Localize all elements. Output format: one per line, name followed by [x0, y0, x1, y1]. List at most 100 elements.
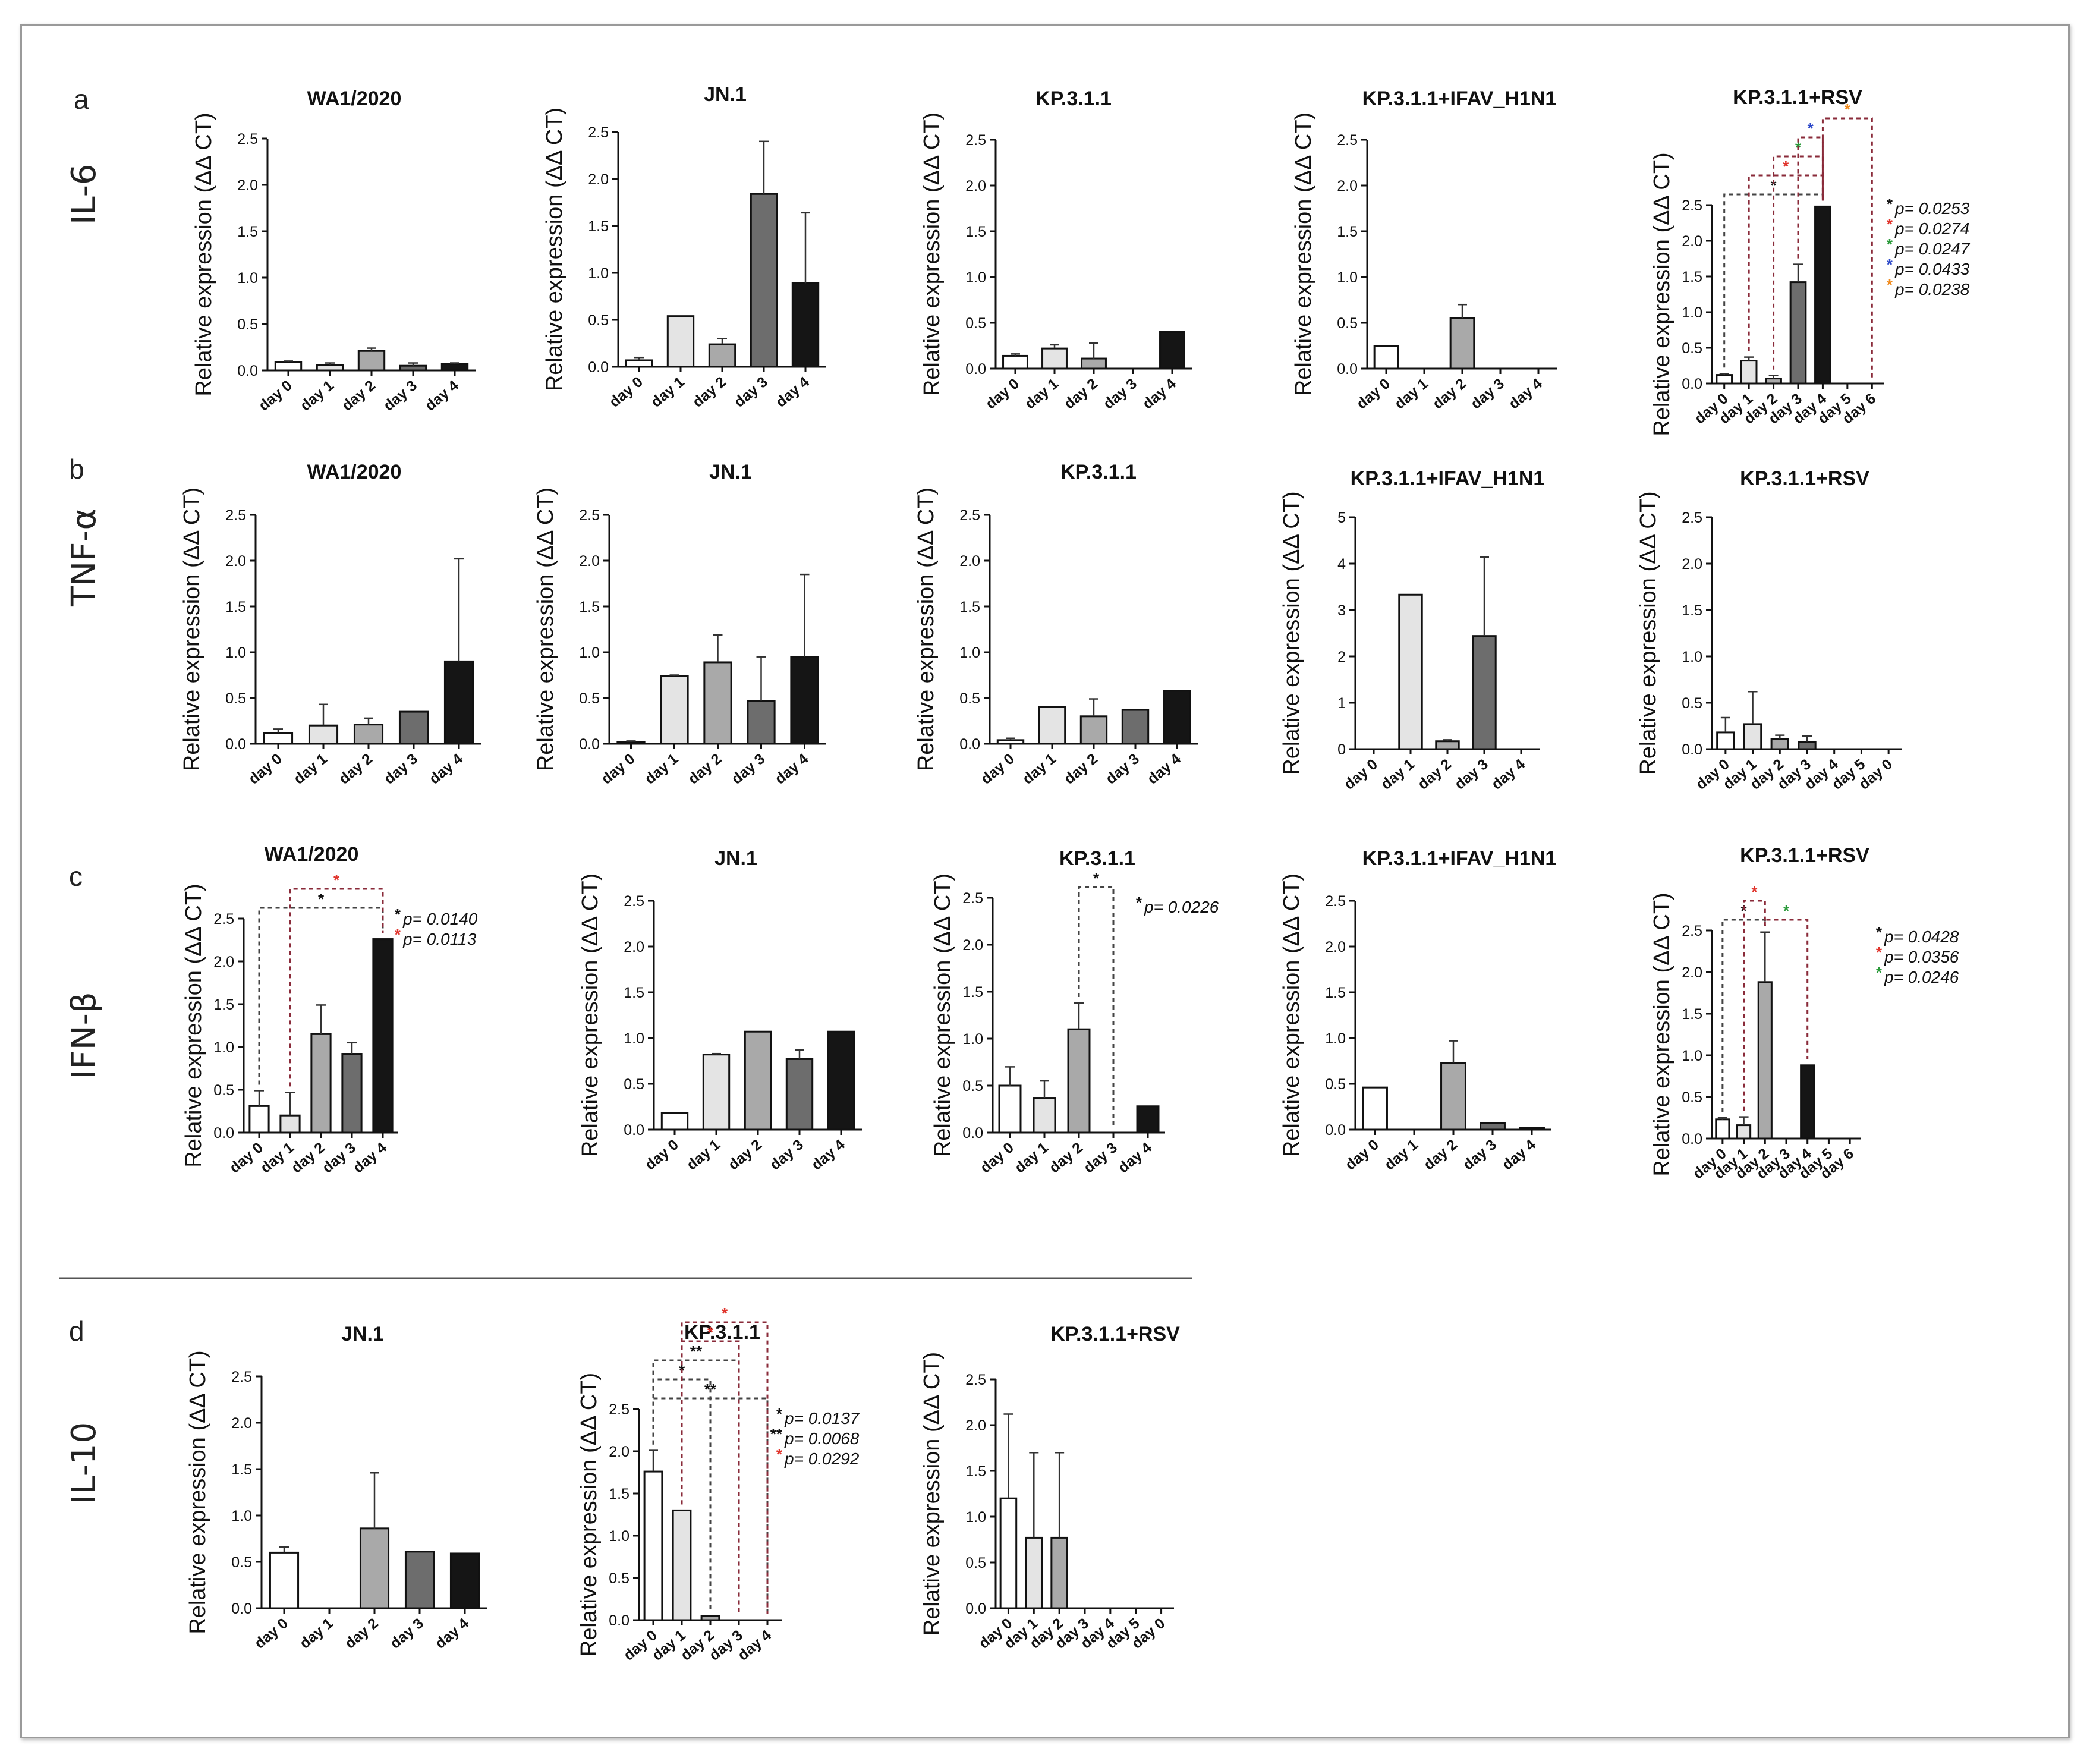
y-tick-label: 1.5	[1682, 602, 1702, 619]
row-gene-ifnb: IFN-β	[65, 992, 103, 1079]
y-tick-label: 1.0	[962, 1031, 983, 1048]
y-tick-label: 1.0	[1325, 1030, 1346, 1047]
bar	[279, 1114, 301, 1134]
x-tick-label: day 2	[725, 1136, 765, 1174]
y-tick-label: 0.0	[225, 736, 246, 753]
y-tick-label: 2.5	[1682, 197, 1702, 214]
significance-star: *	[1093, 869, 1100, 887]
bar	[1159, 331, 1185, 370]
bar	[449, 1552, 480, 1609]
x-tick-label: day 0	[251, 1615, 291, 1652]
bar	[1079, 715, 1108, 745]
chart-a3: KP.3.1.1 Relative expression (ΔΔ CT) 0.0 0.…	[920, 87, 1192, 413]
y-tick-label: 1.0	[1337, 269, 1358, 286]
y-tick-label: 1.0	[1682, 1048, 1702, 1064]
bar	[666, 315, 695, 368]
y-tick-label: 0.0	[959, 736, 980, 753]
y-tick-label: 1.0	[231, 1508, 252, 1524]
chart-title: KP.3.1.1	[684, 1321, 760, 1344]
y-tick-label: 1.0	[965, 269, 986, 286]
bar	[1373, 345, 1399, 370]
y-tick-label: 2.0	[237, 177, 258, 194]
y-tick-label: 1.0	[579, 644, 600, 661]
significance-bracket	[1821, 117, 1873, 378]
x-tick-label: day 3	[767, 1136, 807, 1174]
y-tick-label: 0.0	[1682, 741, 1702, 758]
x-tick-label: day 1	[648, 373, 688, 411]
significance-bracket	[258, 907, 384, 1085]
y-tick-label: 0.0	[965, 361, 986, 378]
bar	[672, 1509, 692, 1621]
bar	[1041, 347, 1068, 370]
y-tick-label: 0.5	[579, 690, 600, 707]
x-tick-label: day 4	[808, 1136, 848, 1174]
x-tick-label: day 3	[728, 750, 768, 788]
y-tick-label: 0.5	[624, 1076, 644, 1093]
x-tick-label: day 1	[641, 750, 681, 788]
chart-title: KP.3.1.1+RSV	[1740, 467, 1869, 490]
x-tick-label: day 4	[1115, 1139, 1155, 1177]
significance-bracket	[1764, 919, 1809, 1059]
y-axis-label: Relative expression (ΔΔ CT)	[191, 112, 216, 396]
significance-bracket	[1078, 886, 1115, 1127]
y-tick-label: 2.0	[965, 178, 986, 194]
y-tick-label: 1.5	[1337, 224, 1358, 240]
pvalue-marker: *	[1887, 215, 1893, 233]
bar	[660, 675, 689, 745]
y-tick-label: 0.5	[225, 690, 246, 707]
y-tick-label: 0.0	[1682, 376, 1702, 392]
y-tick-label: 1.0	[959, 644, 980, 661]
pvalue-text: p= 0.0433	[1894, 260, 1970, 278]
significance-star: *	[318, 890, 325, 908]
bar	[1025, 1536, 1043, 1609]
significance-star: *	[1783, 158, 1789, 175]
x-tick-label: day 0	[1342, 1136, 1382, 1174]
x-tick-label: day 4	[1506, 375, 1546, 413]
bar	[708, 343, 736, 368]
pvalue-text: p= 0.0246	[1884, 968, 1959, 986]
y-axis-label: Relative expression (ΔΔ CT)	[914, 488, 939, 771]
chart-title: JN.1	[709, 461, 752, 483]
y-axis-label: Relative expression (ΔΔ CT)	[542, 108, 567, 391]
bar	[791, 282, 820, 368]
x-tick-label: day 2	[336, 750, 376, 788]
bar	[1002, 354, 1028, 370]
bar	[744, 1030, 772, 1131]
significance-bracket	[289, 888, 384, 1087]
chart-title: WA1/2020	[307, 87, 402, 110]
x-tick-label: day 3	[1103, 750, 1142, 788]
y-axis-label: Relative expression (ΔΔ CT)	[180, 488, 204, 771]
significance-star: **	[690, 1342, 703, 1360]
x-tick-label: day 4	[1140, 375, 1179, 413]
x-tick-label: day 1	[297, 1615, 336, 1652]
bar	[1814, 205, 1831, 385]
y-tick-label: 2.5	[237, 131, 258, 147]
x-tick-label: day 1	[1392, 375, 1431, 413]
chart-a2: JN.1 Relative expression (ΔΔ CT) 0.0 0.5 1.0…	[542, 83, 826, 411]
y-tick-label: 0.5	[1337, 315, 1358, 332]
chart-c3: KP.3.1.1 Relative expression (ΔΔ CT) 0.0 0.…	[930, 847, 1219, 1177]
y-tick-label: 2.5	[1325, 893, 1346, 910]
y-tick-label: 2.0	[1337, 178, 1358, 194]
y-axis-label: Relative expression (ΔΔ CT)	[1650, 152, 1674, 436]
significance-star: *	[333, 871, 340, 889]
bar	[703, 661, 732, 745]
y-tick-label: 2.0	[624, 939, 644, 955]
x-tick-label: day 0	[642, 1136, 682, 1174]
pvalue-marker: *	[776, 1445, 783, 1463]
y-tick-label: 1	[1337, 695, 1346, 712]
y-axis-label: Relative expression (ΔΔ CT)	[578, 873, 603, 1157]
bar	[1789, 281, 1807, 385]
bar	[750, 193, 778, 368]
pvalue-marker: *	[1887, 276, 1893, 294]
x-tick-label: day 0	[1341, 756, 1381, 793]
bar	[998, 1084, 1022, 1134]
x-tick-label: day 3	[380, 377, 420, 414]
y-tick-label: 1.5	[579, 599, 600, 615]
bar	[1798, 741, 1817, 750]
y-tick-label: 1.5	[624, 985, 644, 1001]
y-tick-label: 0.0	[213, 1125, 234, 1142]
chart-title: KP.3.1.1+RSV	[1740, 844, 1869, 867]
y-tick-label: 2.0	[588, 171, 609, 188]
bar	[785, 1058, 814, 1131]
